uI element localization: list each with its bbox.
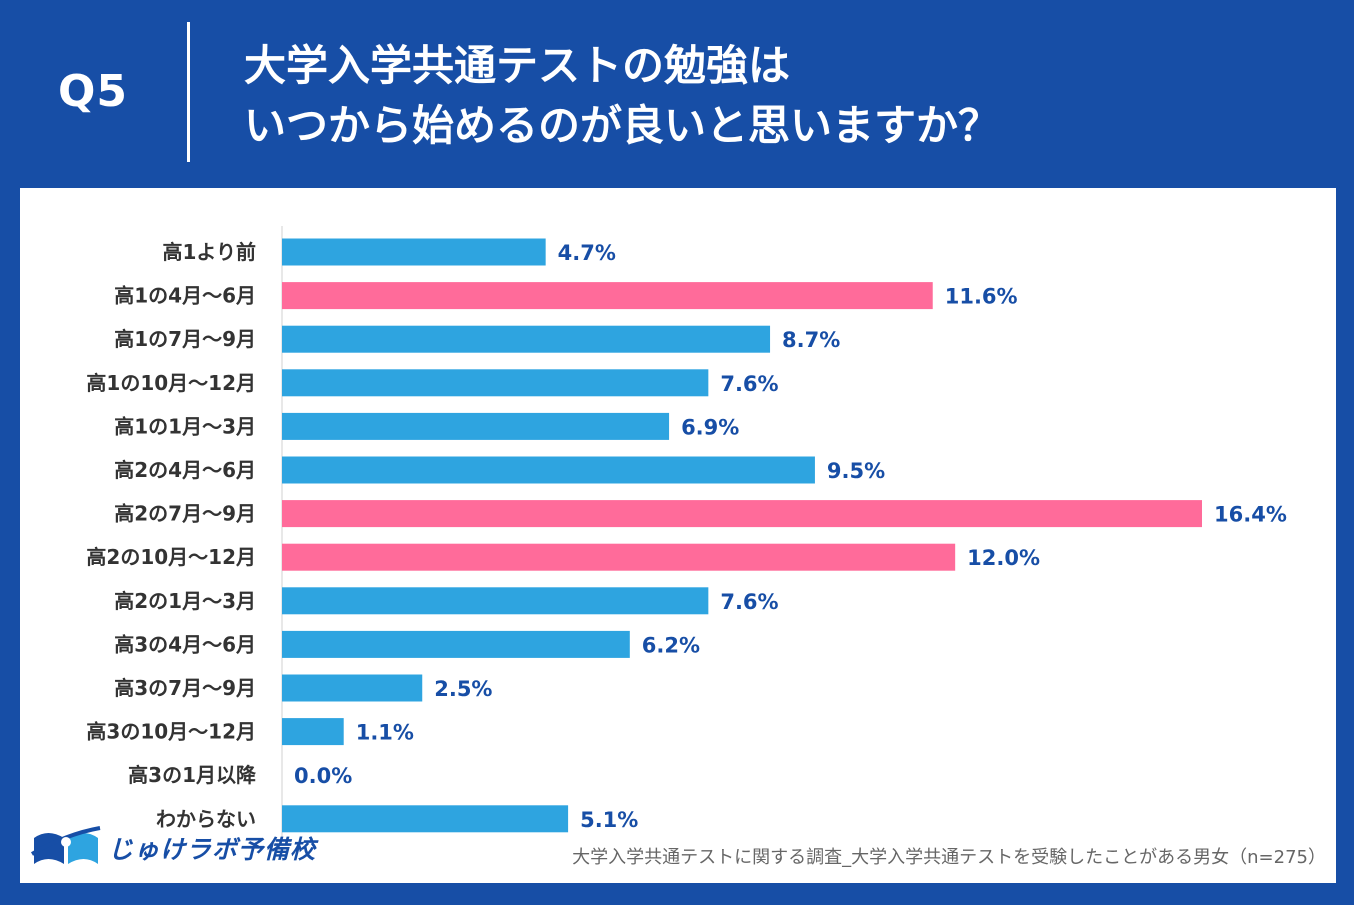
chart-panel: 高1より前 4.7% 高1の4月～6月 11.6% 高1の7月～9月 8.7% 高1の10月…	[20, 188, 1336, 883]
bar	[282, 369, 709, 397]
category-label: 高3の4月～6月	[114, 632, 256, 656]
header-divider	[187, 22, 190, 162]
bar	[282, 412, 670, 440]
value-label: 6.2%	[642, 633, 700, 657]
value-label: 8.7%	[782, 328, 840, 352]
bar	[282, 282, 933, 310]
bar	[282, 456, 815, 484]
value-label: 2.5%	[434, 677, 492, 701]
logo-text: じゅけラボ予備校	[108, 835, 317, 864]
category-label: 高1の10月～12月	[86, 371, 256, 395]
bar	[282, 630, 630, 658]
value-label: 1.1%	[356, 721, 414, 745]
question-number: Q5	[58, 66, 129, 117]
value-label: 6.9%	[681, 415, 739, 439]
bar	[282, 587, 709, 615]
title-line-1: 大学入学共通テストの勉強は	[244, 41, 791, 90]
value-label: 4.7%	[558, 241, 616, 265]
bar	[282, 543, 956, 571]
value-label: 7.6%	[720, 590, 778, 614]
value-label: 9.5%	[827, 459, 885, 483]
category-label: 高3の10月～12月	[86, 720, 256, 744]
open-book-icon	[30, 826, 101, 864]
bar	[282, 238, 546, 266]
value-label: 5.1%	[580, 808, 638, 832]
title-line-2: いつから始めるのが良いと思いますか？	[244, 101, 1001, 150]
bar	[282, 674, 423, 702]
category-label: 高1の7月～9月	[114, 327, 256, 351]
category-label: 高2の7月～9月	[114, 502, 256, 526]
bar	[282, 325, 771, 353]
value-label: 11.6%	[945, 285, 1018, 309]
source-note: 大学入学共通テストに関する調査_大学入学共通テストを受験したことがある男女（n=…	[572, 847, 1326, 868]
value-label: 16.4%	[1214, 503, 1287, 527]
value-label: 12.0%	[967, 546, 1040, 570]
brand-logo: じゅけラボ予備校	[30, 824, 316, 872]
category-label: 高2の1月～3月	[114, 589, 256, 613]
value-label: 7.6%	[720, 372, 778, 396]
category-label: 高2の10月～12月	[86, 545, 256, 569]
category-label: わからない	[156, 807, 256, 831]
category-label: 高1の1月～3月	[114, 414, 256, 438]
category-label: 高2の4月～6月	[114, 458, 256, 482]
bar	[282, 718, 344, 746]
bar-chart: 高1より前 4.7% 高1の4月～6月 11.6% 高1の7月～9月 8.7% 高1の10月…	[86, 226, 1287, 838]
category-label: 高1の4月～6月	[114, 284, 256, 308]
category-label: 高3の7月～9月	[114, 676, 256, 700]
bar	[282, 805, 569, 833]
bar	[282, 500, 1202, 528]
page-title: 大学入学共通テストの勉強は いつから始めるのが良いと思いますか？	[244, 36, 1324, 156]
category-label: 高1より前	[162, 240, 256, 264]
value-label: 0.0%	[294, 764, 352, 788]
category-label: 高3の1月以降	[128, 763, 257, 787]
